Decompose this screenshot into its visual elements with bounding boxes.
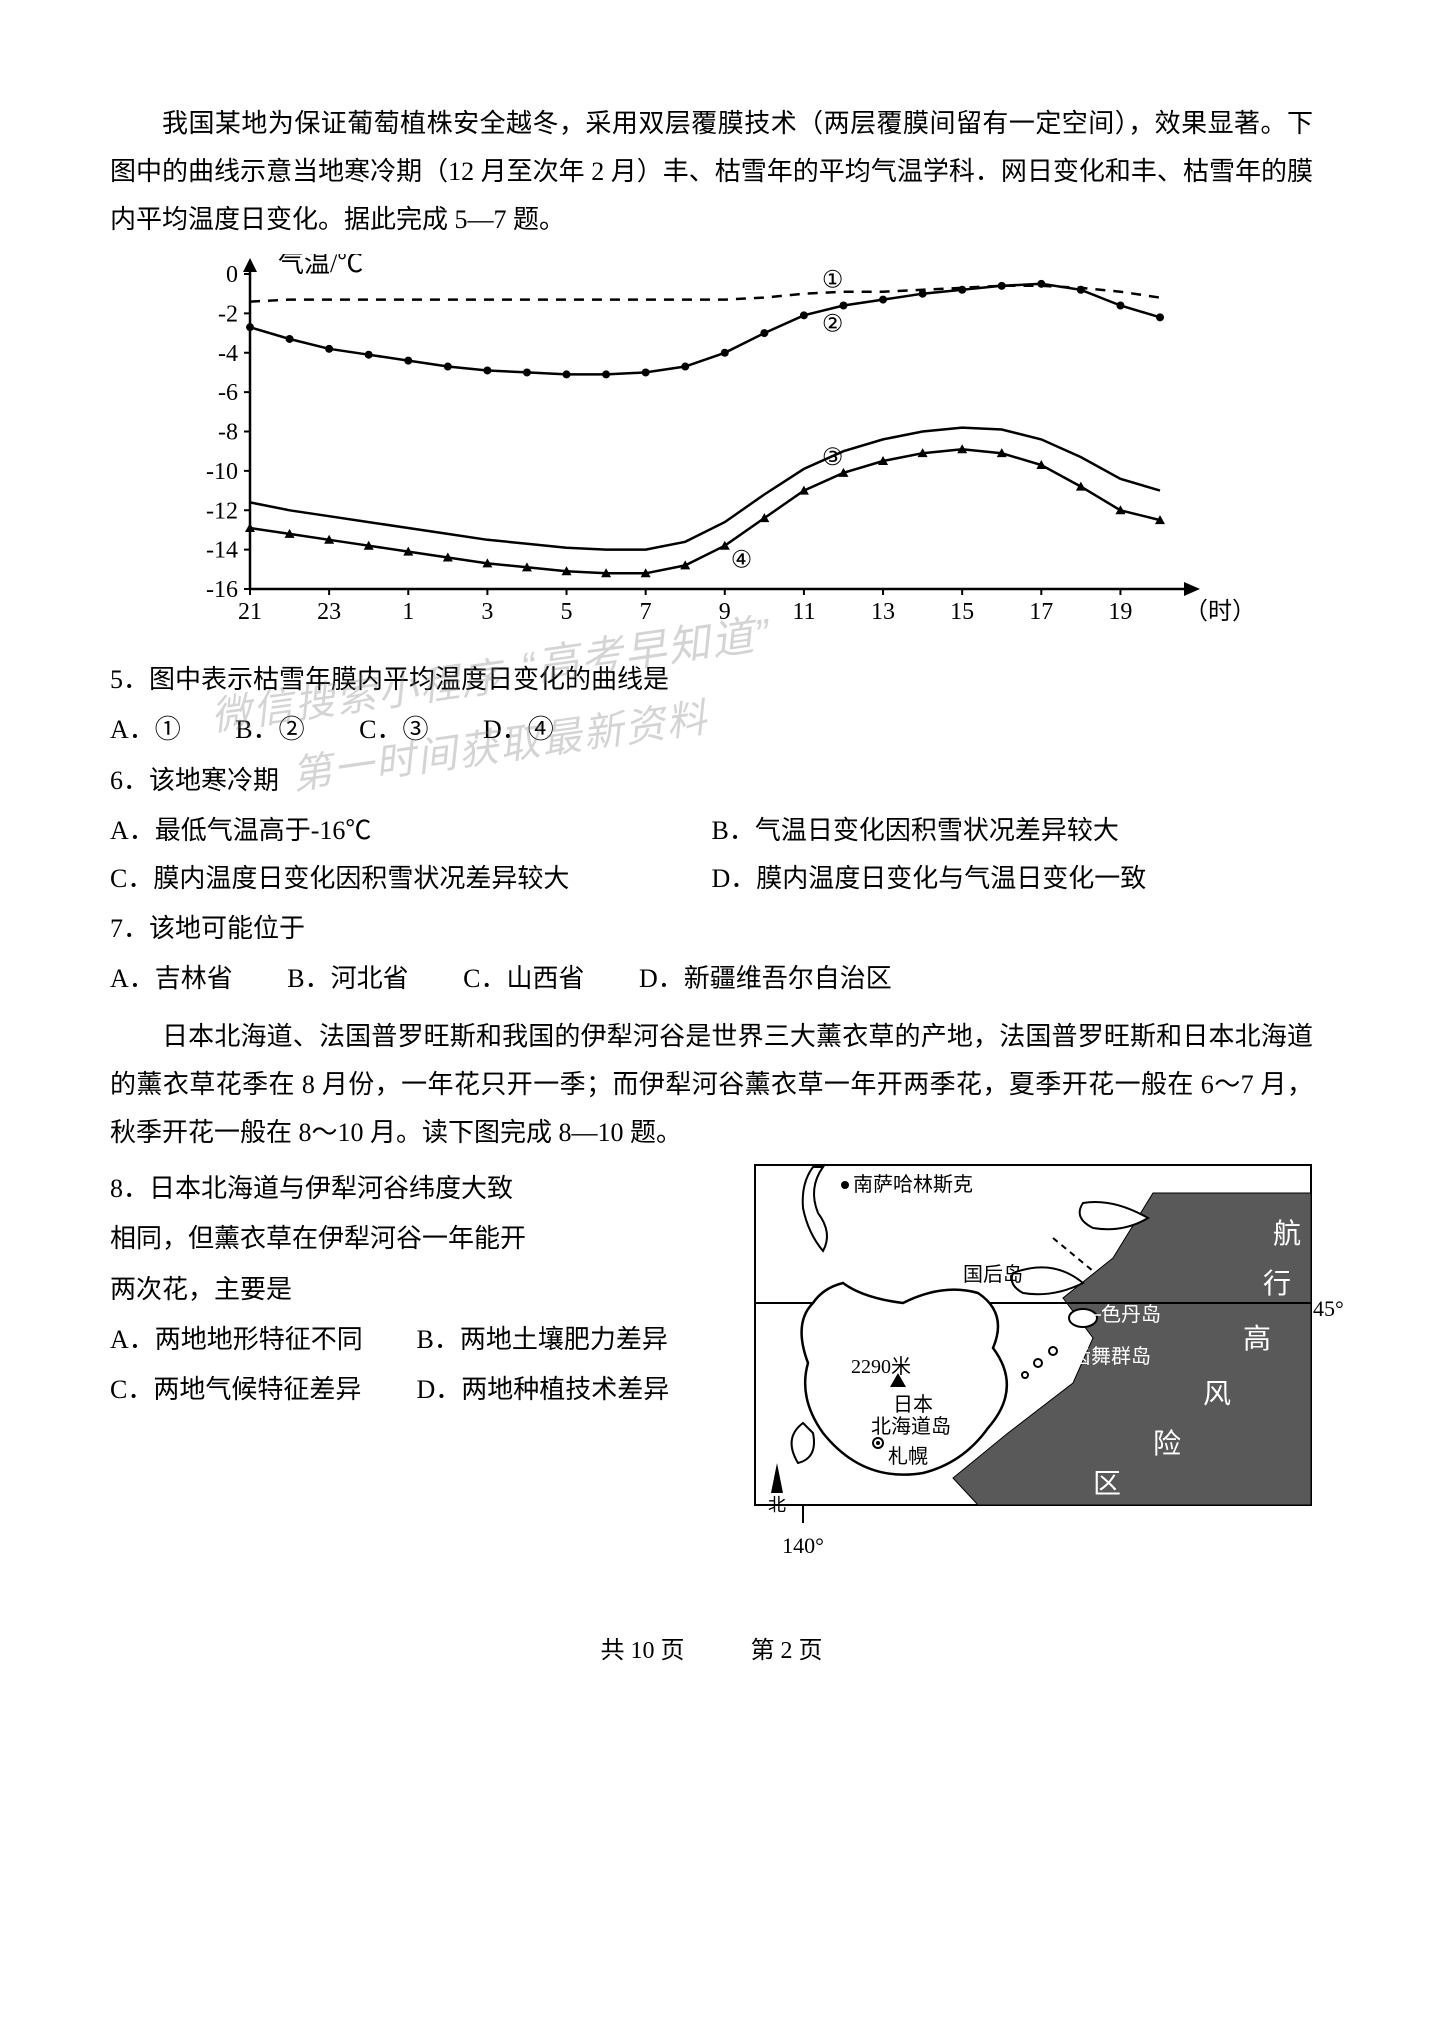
svg-text:②: ② [822, 312, 844, 338]
svg-text:气温/℃: 气温/℃ [278, 254, 363, 278]
svg-text:21: 21 [238, 599, 262, 625]
q5-opt-a: A．① [110, 706, 181, 754]
svg-text:色丹岛: 色丹岛 [1101, 1303, 1161, 1326]
svg-text:南萨哈林斯克: 南萨哈林斯克 [853, 1173, 973, 1196]
svg-text:-4: -4 [218, 341, 238, 367]
svg-text:-14: -14 [206, 538, 238, 564]
svg-text:15: 15 [950, 599, 974, 625]
svg-text:③: ③ [822, 445, 844, 471]
temperature-chart: 气温/℃0-2-4-6-8-10-12-14-16212313579111315… [150, 254, 1250, 650]
q6-opt-a: A．最低气温高于-16℃ [110, 807, 712, 855]
q8-stem-line3: 两次花，主要是 [110, 1266, 733, 1314]
q7-opt-b: B．河北省 [287, 955, 408, 1003]
svg-text:险: 险 [1153, 1428, 1181, 1460]
q8-stem-line2: 相同，但薰衣草在伊犁河谷一年能开 [110, 1215, 733, 1263]
svg-text:17: 17 [1029, 599, 1053, 625]
svg-text:行: 行 [1263, 1268, 1291, 1300]
q8-and-map-row: 8．日本北海道与伊犁河谷纬度大致 相同，但薰衣草在伊犁河谷一年能开 两次花，主要… [110, 1163, 1313, 1579]
q7-options: A．吉林省 B．河北省 C．山西省 D．新疆维吾尔自治区 [110, 955, 1313, 1003]
q7-stem: 7．该地可能位于 [110, 905, 1313, 953]
svg-text:（时）: （时） [1184, 598, 1250, 625]
svg-text:9: 9 [719, 599, 731, 625]
svg-text:择捉岛: 择捉岛 [1053, 1175, 1113, 1198]
svg-text:日本: 日本 [893, 1393, 933, 1416]
chart-svg: 气温/℃0-2-4-6-8-10-12-14-16212313579111315… [150, 254, 1250, 634]
q8-opts-row1: A．两地地形特征不同 B．两地土壤肥力差异 [110, 1316, 733, 1364]
svg-text:7: 7 [640, 599, 652, 625]
q7-opt-c: C．山西省 [463, 955, 584, 1003]
svg-text:23: 23 [317, 599, 341, 625]
q7-opt-a: A．吉林省 [110, 955, 233, 1003]
map-lat-label: 45° [1313, 1289, 1344, 1330]
svg-text:④: ④ [731, 548, 753, 574]
q8-opt-b: B．两地土壤肥力差异 [417, 1325, 668, 1354]
svg-text:11: 11 [792, 599, 815, 625]
q6-opt-c: C．膜内温度日变化因积雪状况差异较大 [110, 855, 712, 903]
q6-options: A．最低气温高于-16℃ B．气温日变化因积雪状况差异较大 C．膜内温度日变化因… [110, 807, 1313, 903]
svg-text:北: 北 [768, 1495, 786, 1515]
page-footer: 共 10 页 第 2 页 [110, 1629, 1313, 1673]
svg-text:-8: -8 [218, 420, 238, 446]
svg-text:-10: -10 [206, 459, 238, 485]
q8-stem-line1: 8．日本北海道与伊犁河谷纬度大致 [110, 1165, 733, 1213]
svg-text:-2: -2 [218, 302, 238, 328]
hokkaido-map: 北 南萨哈林斯克 择捉岛国后岛色丹岛齿舞群岛 2290米日本北海道岛札幌 航行高风险区… [753, 1163, 1313, 1563]
q6-stem: 6．该地寒冷期 [110, 757, 1313, 805]
svg-text:①: ① [822, 268, 844, 294]
map-column: 北 南萨哈林斯克 择捉岛国后岛色丹岛齿舞群岛 2290米日本北海道岛札幌 航行高风险区… [753, 1163, 1313, 1579]
q8-opt-a: A．两地地形特征不同 [110, 1316, 410, 1364]
q6-opt-d: D．膜内温度日变化与气温日变化一致 [712, 855, 1314, 903]
svg-text:140°: 140° [782, 1533, 824, 1558]
svg-text:13: 13 [871, 599, 895, 625]
q5-opt-c: C．③ [359, 706, 428, 754]
intro-paragraph-1: 我国某地为保证葡萄植株安全越冬，采用双层覆膜技术（两层覆膜间留有一定空间），效果… [110, 100, 1313, 244]
svg-text:-12: -12 [206, 499, 238, 525]
svg-text:-16: -16 [206, 577, 238, 603]
svg-text:高: 高 [1243, 1323, 1271, 1355]
svg-text:1: 1 [402, 599, 414, 625]
exam-page: 我国某地为保证葡萄植株安全越冬，采用双层覆膜技术（两层覆膜间留有一定空间），效果… [0, 0, 1433, 1734]
q5-opt-b: B．② [235, 706, 304, 754]
q8-opt-c: C．两地气候特征差异 [110, 1366, 410, 1414]
q8-column: 8．日本北海道与伊犁河谷纬度大致 相同，但薰衣草在伊犁河谷一年能开 两次花，主要… [110, 1163, 733, 1415]
q8-opt-d: D．两地种植技术差异 [417, 1375, 670, 1404]
svg-text:风: 风 [1203, 1379, 1231, 1410]
footer-current: 第 2 页 [751, 1638, 823, 1664]
q5-stem: 5．图中表示枯雪年膜内平均温度日变化的曲线是 [110, 656, 1313, 704]
footer-total: 共 10 页 [601, 1638, 685, 1664]
q7-opt-d: D．新疆维吾尔自治区 [639, 955, 892, 1003]
svg-text:航: 航 [1273, 1218, 1301, 1250]
svg-text:2290米: 2290米 [851, 1355, 911, 1378]
svg-text:0: 0 [226, 262, 238, 288]
q5-options: A．① B．② C．③ D．④ [110, 706, 1313, 754]
svg-text:国后岛: 国后岛 [963, 1263, 1023, 1286]
q5-opt-d: D．④ [483, 706, 554, 754]
svg-text:齿舞群岛: 齿舞群岛 [1071, 1345, 1151, 1368]
intro-paragraph-2: 日本北海道、法国普罗旺斯和我国的伊犁河谷是世界三大薰衣草的产地，法国普罗旺斯和日… [110, 1013, 1313, 1157]
svg-text:-6: -6 [218, 380, 238, 406]
svg-text:5: 5 [561, 599, 573, 625]
svg-text:北海道岛: 北海道岛 [871, 1415, 951, 1438]
q8-opts-row2: C．两地气候特征差异 D．两地种植技术差异 [110, 1366, 733, 1414]
svg-text:札幌: 札幌 [888, 1445, 928, 1468]
q6-opt-b: B．气温日变化因积雪状况差异较大 [712, 807, 1314, 855]
svg-text:3: 3 [481, 599, 493, 625]
svg-text:19: 19 [1108, 599, 1132, 625]
svg-text:区: 区 [1093, 1469, 1121, 1500]
